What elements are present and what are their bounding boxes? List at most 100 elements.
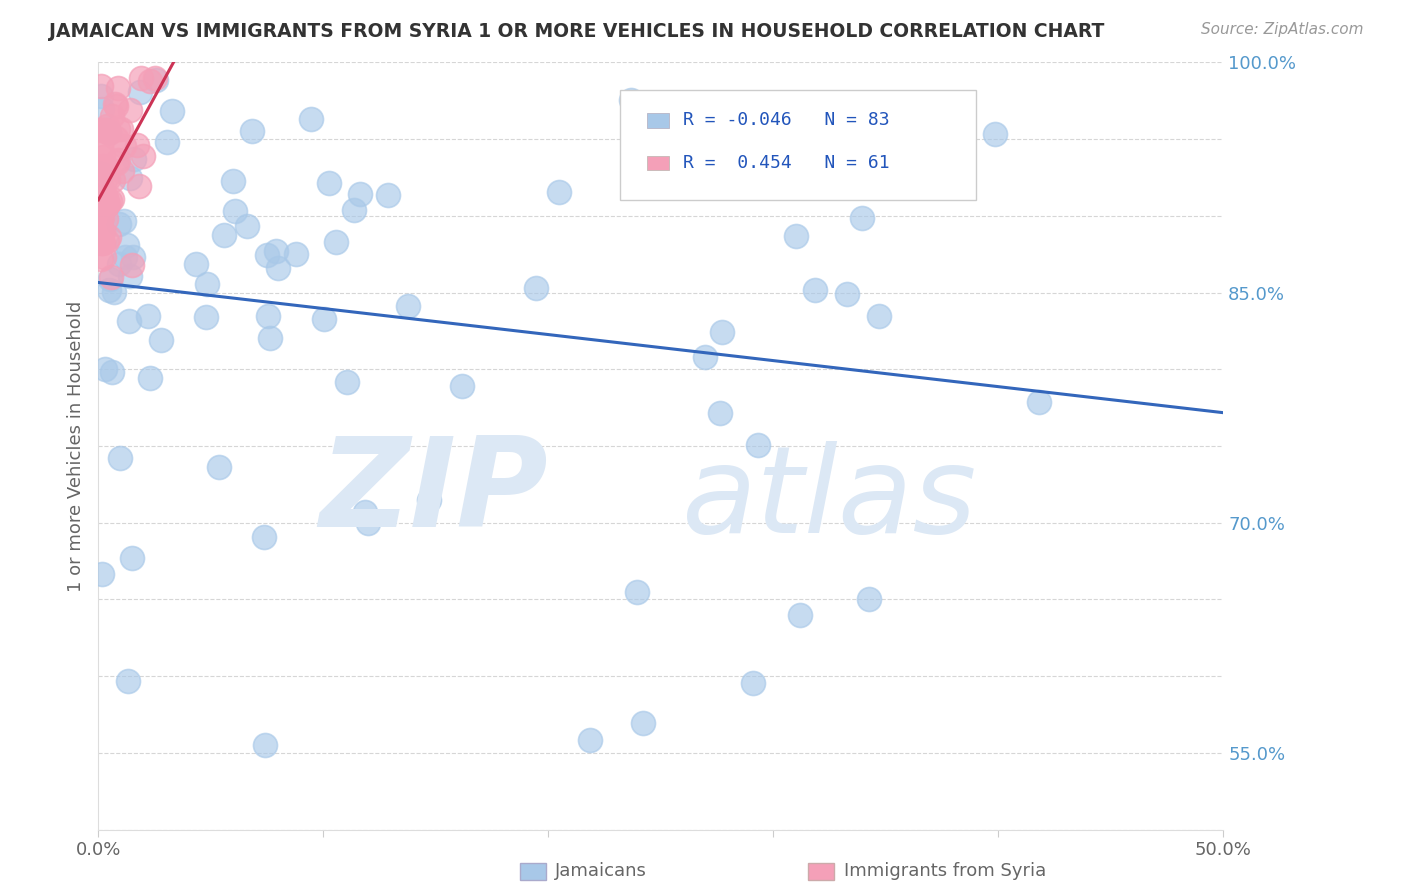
- Point: [90, 123, 112, 137]
- Point: [837, 286, 859, 301]
- Point: [108, 451, 131, 466]
- Point: [136, 309, 159, 323]
- Point: [737, 151, 759, 165]
- Point: [325, 235, 347, 249]
- Point: [107, 153, 129, 167]
- Point: [112, 139, 135, 153]
- Point: [398, 299, 420, 313]
- Point: [195, 310, 218, 325]
- Point: [117, 674, 139, 689]
- Point: [118, 103, 141, 117]
- Text: Source: ZipAtlas.com: Source: ZipAtlas.com: [1201, 22, 1364, 37]
- Point: [299, 112, 322, 127]
- Point: [94, 173, 117, 187]
- Text: ZIP: ZIP: [319, 432, 548, 552]
- Point: [149, 333, 172, 347]
- Point: [90, 229, 112, 244]
- Point: [349, 187, 371, 202]
- Point: [118, 313, 141, 327]
- Point: [127, 138, 149, 153]
- Point: [851, 211, 873, 226]
- Point: [93, 200, 115, 214]
- Point: [121, 551, 143, 566]
- Point: [128, 178, 150, 193]
- Point: [212, 227, 235, 242]
- Point: [105, 99, 128, 113]
- Point: [101, 109, 124, 123]
- Y-axis label: 1 or more Vehicles in Household: 1 or more Vehicles in Household: [66, 301, 84, 591]
- Point: [91, 224, 114, 238]
- Point: [90, 200, 112, 214]
- Point: [377, 188, 399, 202]
- Point: [128, 86, 150, 100]
- Point: [98, 283, 121, 297]
- Point: [98, 126, 121, 140]
- Point: [620, 93, 643, 107]
- Point: [90, 213, 112, 227]
- Point: [90, 192, 112, 206]
- Point: [90, 236, 112, 251]
- Point: [1028, 395, 1050, 409]
- Point: [631, 716, 654, 731]
- Point: [90, 566, 112, 581]
- Point: [235, 219, 257, 234]
- Point: [90, 167, 112, 181]
- Point: [105, 131, 128, 145]
- Point: [111, 163, 134, 178]
- Point: [208, 460, 231, 475]
- Point: [693, 350, 716, 364]
- Point: [129, 70, 152, 85]
- Point: [357, 516, 380, 530]
- Point: [222, 174, 245, 188]
- Point: [90, 160, 112, 174]
- Point: [747, 438, 769, 452]
- Point: [257, 309, 280, 323]
- Point: [138, 371, 160, 385]
- Point: [160, 103, 183, 118]
- Point: [259, 331, 281, 345]
- Point: [256, 248, 278, 262]
- Point: [90, 141, 112, 155]
- Point: [789, 607, 811, 622]
- Point: [253, 530, 276, 544]
- Point: [983, 127, 1005, 141]
- Point: [114, 250, 136, 264]
- Point: [796, 117, 818, 131]
- Point: [93, 123, 115, 137]
- Point: [118, 171, 141, 186]
- Point: [97, 196, 120, 211]
- Point: [253, 739, 276, 753]
- Point: [336, 375, 359, 389]
- Point: [742, 676, 765, 690]
- Point: [240, 124, 263, 138]
- Point: [97, 172, 120, 186]
- Point: [122, 152, 145, 166]
- Point: [91, 102, 114, 116]
- Point: [94, 211, 117, 226]
- Point: [110, 121, 132, 136]
- Text: Immigrants from Syria: Immigrants from Syria: [844, 863, 1046, 880]
- Point: [224, 203, 246, 218]
- Point: [868, 309, 890, 323]
- Text: R = -0.046   N = 83: R = -0.046 N = 83: [683, 112, 890, 129]
- Point: [548, 185, 571, 199]
- Point: [90, 252, 112, 266]
- Point: [103, 285, 125, 300]
- Point: [96, 123, 118, 137]
- Point: [451, 379, 474, 393]
- Point: [122, 250, 145, 264]
- Point: [103, 172, 125, 186]
- Point: [285, 246, 308, 260]
- Point: [94, 193, 117, 207]
- Point: [101, 365, 124, 379]
- Point: [97, 230, 120, 244]
- Point: [91, 150, 114, 164]
- Point: [93, 159, 115, 173]
- Point: [90, 235, 112, 250]
- Point: [264, 244, 287, 258]
- Point: [104, 96, 127, 111]
- Text: atlas: atlas: [682, 442, 977, 558]
- Text: R =  0.454   N = 61: R = 0.454 N = 61: [683, 154, 890, 172]
- Point: [132, 149, 155, 163]
- Text: JAMAICAN VS IMMIGRANTS FROM SYRIA 1 OR MORE VEHICLES IN HOUSEHOLD CORRELATION CH: JAMAICAN VS IMMIGRANTS FROM SYRIA 1 OR M…: [49, 22, 1105, 41]
